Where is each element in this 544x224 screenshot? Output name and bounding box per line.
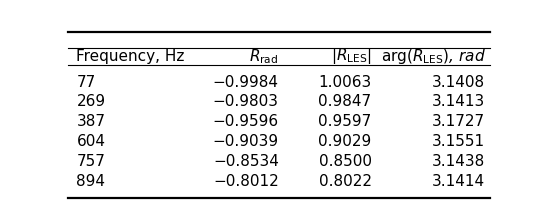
Text: Frequency, Hz: Frequency, Hz <box>76 49 185 64</box>
Text: 894: 894 <box>76 174 106 189</box>
Text: 3.1438: 3.1438 <box>432 154 485 169</box>
Text: 77: 77 <box>76 75 96 90</box>
Text: 0.8500: 0.8500 <box>319 154 372 169</box>
Text: −0.9984: −0.9984 <box>213 75 279 90</box>
Text: $R_\mathrm{rad}$: $R_\mathrm{rad}$ <box>249 47 279 66</box>
Text: 0.9847: 0.9847 <box>318 94 372 109</box>
Text: −0.8012: −0.8012 <box>213 174 279 189</box>
Text: 387: 387 <box>76 114 106 129</box>
Text: 269: 269 <box>76 94 106 109</box>
Text: −0.9803: −0.9803 <box>213 94 279 109</box>
Text: −0.9596: −0.9596 <box>213 114 279 129</box>
Text: 3.1413: 3.1413 <box>432 94 485 109</box>
Text: 604: 604 <box>76 134 106 149</box>
Text: 3.1414: 3.1414 <box>432 174 485 189</box>
Text: $|R_\mathrm{LES}|$: $|R_\mathrm{LES}|$ <box>331 46 372 66</box>
Text: 757: 757 <box>76 154 106 169</box>
Text: 3.1727: 3.1727 <box>432 114 485 129</box>
Text: 1.0063: 1.0063 <box>318 75 372 90</box>
Text: 3.1408: 3.1408 <box>432 75 485 90</box>
Text: −0.9039: −0.9039 <box>213 134 279 149</box>
Text: 0.9029: 0.9029 <box>318 134 372 149</box>
Text: −0.8534: −0.8534 <box>213 154 279 169</box>
Text: 0.8022: 0.8022 <box>319 174 372 189</box>
Text: 3.1551: 3.1551 <box>432 134 485 149</box>
Text: 0.9597: 0.9597 <box>318 114 372 129</box>
Text: $\arg(R_\mathrm{LES})$, rad: $\arg(R_\mathrm{LES})$, rad <box>381 47 485 66</box>
